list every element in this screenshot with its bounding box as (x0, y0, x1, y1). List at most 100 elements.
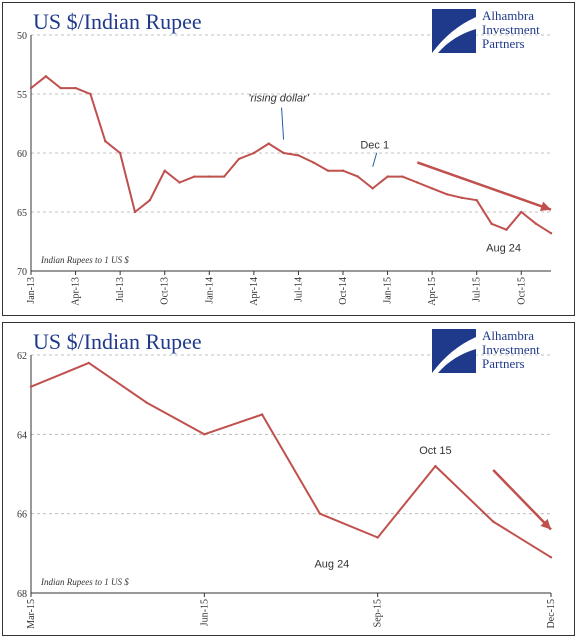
x-tick-label-Mar-15: Mar-15 (26, 599, 37, 629)
series-point-Jul-15 (260, 413, 264, 416)
series-point-Mar-15 (29, 385, 33, 388)
series-point-May-15 (145, 401, 148, 404)
series-point-May-14 (267, 142, 270, 145)
series-point-Oct-15 (434, 464, 437, 468)
series-point-Aug-15 (318, 512, 322, 515)
x-tick-label-Apr-14: Apr-14 (249, 277, 260, 306)
series-point-Oct-14 (341, 169, 345, 172)
series-point-Apr-15 (87, 361, 90, 365)
chart-panel-1: 50 55 60 65 70 Jan-13 Apr-13 Jul-13 Oct-13 Jan-14… (2, 2, 575, 316)
y-tick-label-60: 60 (17, 149, 27, 160)
annotation-dec1: Dec 1 (360, 140, 389, 152)
series-point-Jul-13 (118, 151, 122, 155)
y-tick-label-65: 65 (17, 208, 27, 219)
series-point-Feb-15 (401, 175, 404, 178)
series-point-Sep-15 (376, 536, 379, 539)
annotation-rising_dollar: 'rising dollar' (248, 93, 309, 105)
series-point-Feb-13 (44, 75, 48, 78)
source-label-1: Indian Rupees to 1 US $ (41, 255, 129, 265)
x-tick-label-Oct-15: Oct-15 (516, 277, 527, 305)
y-tick-label-68: 68 (17, 589, 27, 600)
series-point-Jun-15 (203, 433, 206, 436)
series-point-Jun-15 (460, 196, 464, 200)
annotation-aug24: Aug 24 (314, 558, 349, 570)
x-tick-label-Oct-14: Oct-14 (338, 277, 349, 305)
series-point-Apr-13 (74, 86, 77, 90)
logo-line-1: Alhambra (482, 328, 534, 343)
series-point-Dec-15 (549, 556, 553, 559)
series-point-Oct-13 (163, 169, 166, 172)
series-point-Oct-15 (520, 210, 523, 214)
x-tick-label-Apr-13: Apr-13 (71, 277, 82, 306)
series-point-Sep-13 (148, 199, 152, 202)
logo-line-3: Partners (482, 36, 525, 51)
trend-arrow-line (492, 469, 552, 531)
x-tick-label-Sep-15: Sep-15 (373, 599, 384, 627)
source-label-2: Indian Rupees to 1 US $ (41, 577, 129, 587)
series-point-Jul-15 (475, 199, 478, 202)
y-tick-label-62: 62 (17, 351, 27, 362)
trend-arrow-head (540, 518, 551, 530)
chart-title-1: US $/Indian Rupee (33, 9, 202, 34)
series-line (30, 75, 552, 235)
x-tick-label-Jan-15: Jan-15 (383, 277, 394, 304)
series-point-Mar-13 (59, 86, 62, 90)
x-tick-label-Oct-13: Oct-13 (160, 277, 171, 305)
series-point-Jun-13 (104, 140, 107, 143)
x-tick-label-Jan-13: Jan-13 (26, 277, 37, 304)
series-point-Jul-14 (297, 154, 300, 157)
logo-line-1: Alhambra (482, 8, 534, 23)
series-point-Sep-15 (505, 228, 508, 231)
series-point-Aug-14 (312, 161, 315, 164)
series-point-Feb-14 (222, 175, 226, 178)
series-line (30, 361, 552, 559)
series-point-Nov-14 (356, 175, 360, 178)
y-tick-label-66: 66 (17, 510, 27, 521)
x-tick-label-Dec-15: Dec-15 (546, 599, 557, 628)
alhambra-logo-2: Alhambra Investment Partners (432, 329, 562, 373)
series-point-May-15 (445, 193, 449, 196)
y-tick-label-64: 64 (17, 430, 27, 441)
logo-line-2: Investment (482, 342, 540, 357)
x-tick-label-Apr-15: Apr-15 (427, 277, 438, 306)
series-point-Jan-14 (208, 175, 211, 178)
annotation-oct15: Oct 15 (419, 445, 451, 457)
series-point-Mar-14 (237, 157, 241, 161)
logo-line-3: Partners (482, 356, 525, 371)
series-point-Jan-13 (29, 86, 33, 90)
trend-arrow-line (416, 161, 552, 211)
logo-line-2: Investment (482, 22, 540, 37)
series-point-Nov-13 (178, 181, 181, 184)
annotation-pointer-rising-dollar (281, 107, 285, 140)
series-point-Sep-14 (326, 169, 330, 172)
chart-title-2: US $/Indian Rupee (33, 329, 202, 354)
y-tick-label-50: 50 (17, 31, 27, 42)
x-tick-label-Jan-14: Jan-14 (204, 277, 215, 304)
series-point-Jun-14 (282, 151, 285, 155)
series-point-Dec-14 (371, 187, 374, 190)
series-point-May-13 (89, 92, 92, 96)
series-point-Nov-15 (492, 520, 495, 523)
x-tick-label-Jul-13: Jul-13 (115, 277, 126, 302)
y-tick-label-70: 70 (17, 267, 27, 278)
x-tick-label-Jul-15: Jul-15 (472, 277, 483, 302)
series-point-Jan-15 (386, 175, 389, 178)
annotation-aug24: Aug 24 (486, 243, 521, 255)
series-point-Nov-15 (534, 222, 538, 225)
trend-arrow-head (539, 201, 551, 212)
alhambra-logo-1: Alhambra Investment Partners (432, 9, 562, 53)
series-point-Aug-15 (490, 222, 493, 225)
x-tick-label-Jul-14: Jul-14 (293, 277, 304, 302)
series-point-Apr-14 (252, 151, 256, 155)
logo-swoosh-icon (432, 9, 476, 53)
series-point-Aug-13 (133, 210, 137, 214)
logo-swoosh-icon (432, 329, 476, 373)
chart-panel-2: 62 64 66 68 Mar-15 Jun-15 Sep-15 Dec-15 Oct 15 Au… (2, 322, 575, 636)
y-tick-label-55: 55 (17, 90, 27, 101)
series-point-Apr-15 (430, 187, 434, 190)
annotation-pointer-dec-1 (372, 152, 378, 167)
series-point-Mar-15 (416, 181, 419, 184)
